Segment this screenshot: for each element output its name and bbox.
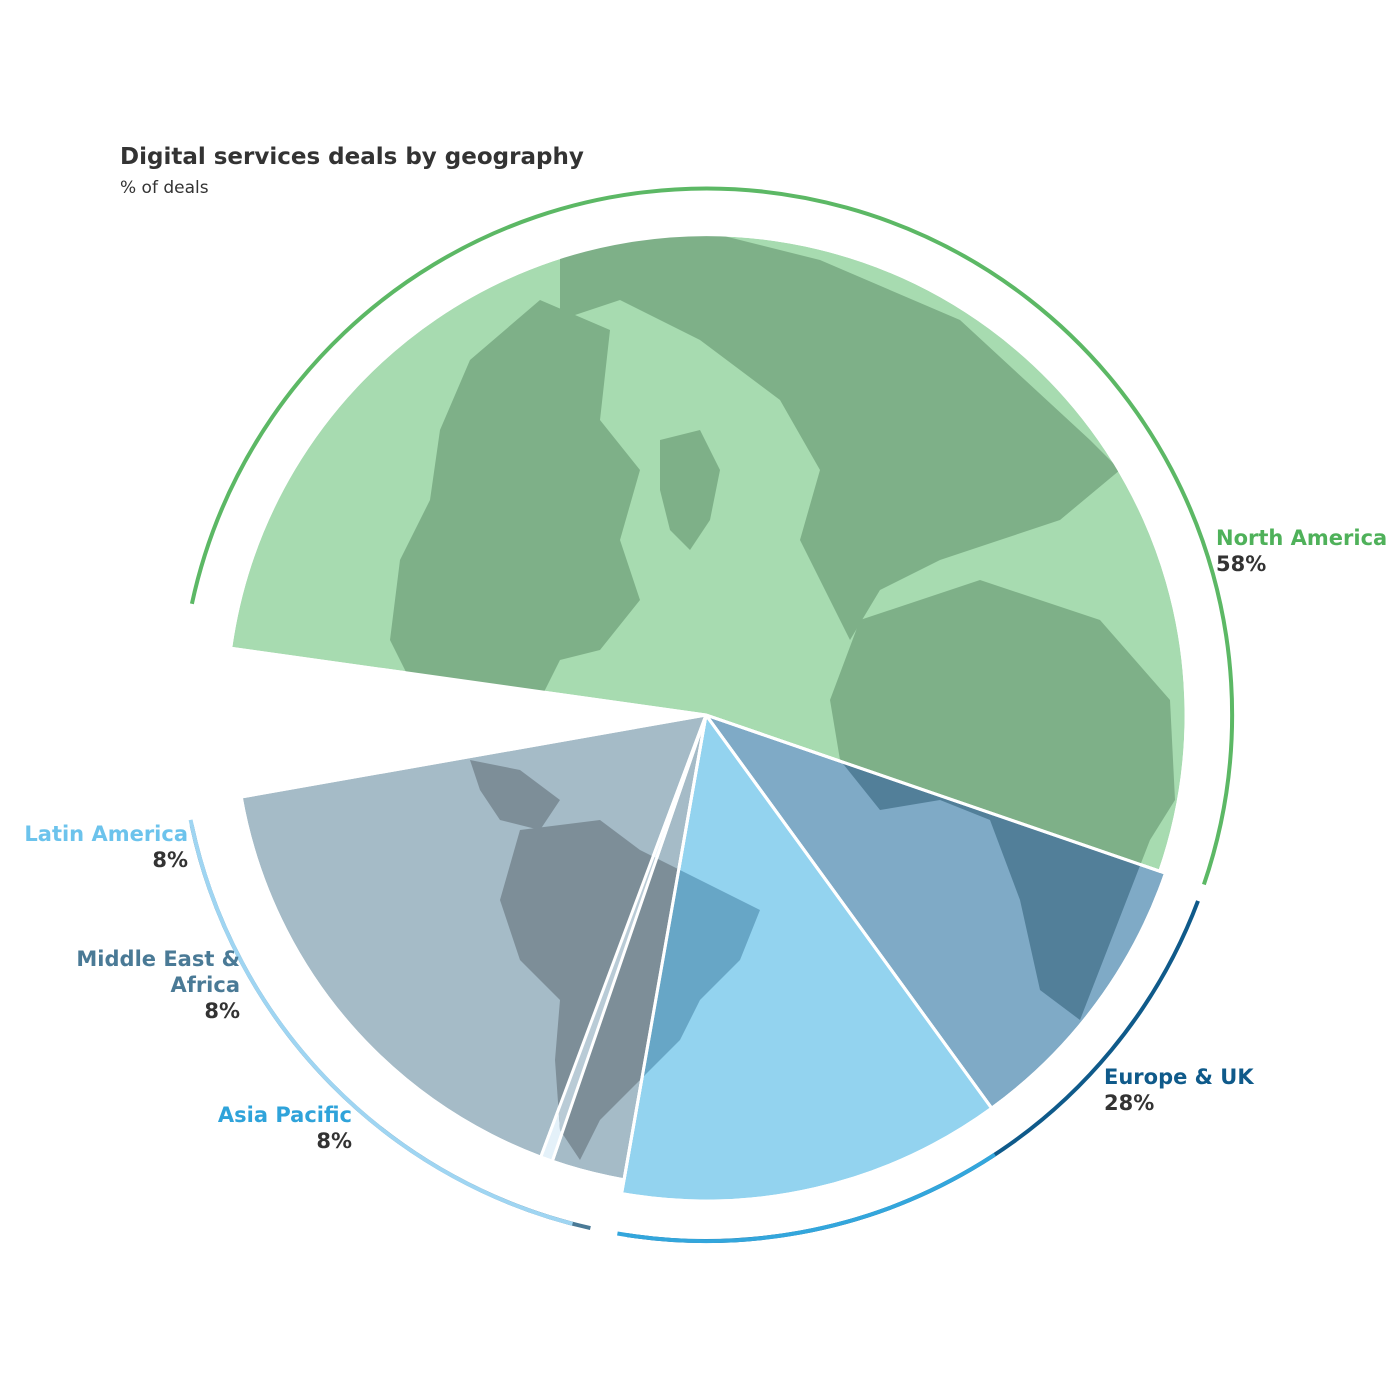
slice-name-europe-uk: Europe & UK [1104, 1065, 1254, 1089]
label-north-america: North America 58% [1216, 525, 1387, 577]
land-shape-1 [660, 430, 720, 550]
slice-value-latin-america: 8% [152, 848, 188, 872]
land-shape-0 [390, 300, 640, 745]
pie-slice-border-north-america [229, 233, 1188, 873]
chart-subtitle: % of deals [120, 178, 209, 198]
slice-value-asia-pacific: 8% [316, 1129, 352, 1153]
pie-slice-border-europe-and-uk [704, 713, 1167, 1110]
label-asia-pacific: Asia Pacific 8% [218, 1102, 352, 1154]
land-shape-2 [560, 234, 1120, 640]
label-europe-uk: Europe & UK 28% [1104, 1064, 1254, 1116]
ring-arc-latin-america [188, 819, 574, 1226]
pie-slice-border-middle-east-and-africa [239, 713, 708, 1182]
label-middle-east-africa: Middle East & Africa 8% [40, 946, 240, 1024]
slice-name-latin-america: Latin America [24, 822, 188, 846]
ring-arc-north-america [189, 186, 1235, 886]
chart-title: Digital services deals by geography [120, 144, 584, 170]
label-latin-america: Latin America 8% [24, 821, 188, 873]
slice-value-europe-uk: 28% [1104, 1091, 1155, 1115]
map-texture-north-america [390, 234, 1175, 872]
slice-name-middle-east-africa: Middle East & Africa [76, 947, 240, 997]
land-shape-3 [830, 580, 1175, 872]
slice-value-north-america: 58% [1216, 552, 1267, 576]
pie-slice-border-asia-pacific [620, 713, 994, 1203]
pie-slice-border-latin-america [539, 713, 708, 1163]
slice-name-north-america: North America [1216, 526, 1388, 550]
land-shape-4 [470, 760, 560, 830]
slice-value-middle-east-africa: 8% [204, 999, 240, 1023]
ring-arc-asia-pacific [617, 1152, 996, 1243]
slice-name-asia-pacific: Asia Pacific [217, 1103, 352, 1127]
